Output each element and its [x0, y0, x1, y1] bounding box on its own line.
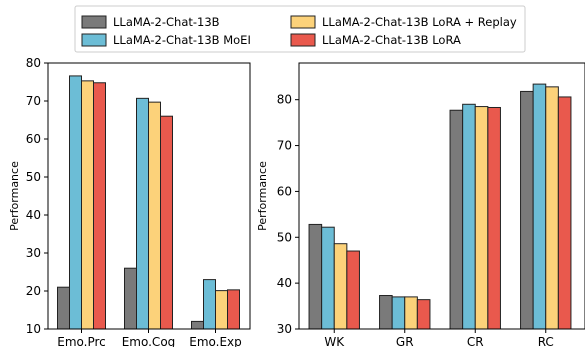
bar: [416, 299, 431, 330]
legend-label: LLaMA-2-Chat-13B MoEI: [113, 33, 251, 47]
legend-swatch: [290, 33, 316, 47]
x-tick-label: Emo.Exp: [189, 335, 242, 347]
chart-left: Emo.Prc Emo.Cog Emo.Exp 10 20 30 40 50 60 70 80 Per…: [8, 56, 251, 347]
y-axis-title: Performance: [8, 161, 21, 231]
bar: [227, 289, 240, 330]
plot-frame: [47, 62, 251, 330]
plot-frame: [298, 62, 585, 330]
legend-label: LLaMA-2-Chat-13B: [113, 15, 220, 29]
y-tick-label: 70: [277, 139, 292, 153]
bar: [215, 290, 228, 330]
bar: [124, 267, 137, 330]
legend-label: LLaMA-2-Chat-13B LoRA: [322, 33, 461, 47]
x-tick-label: Emo.Cog: [122, 335, 176, 347]
y-tick-label: 40: [26, 208, 41, 222]
x-tick-label: RC: [538, 335, 554, 347]
bar: [474, 106, 489, 330]
bar: [520, 90, 534, 330]
bar: [379, 295, 393, 330]
y-tick-label: 80: [26, 56, 41, 70]
legend-frame: [74, 5, 526, 53]
bar: [462, 103, 476, 330]
bar: [148, 101, 161, 330]
y-tick-label: 60: [26, 132, 41, 146]
bar: [160, 115, 173, 330]
bar: [57, 286, 70, 330]
bar: [532, 83, 547, 330]
y-tick-label: 30: [26, 246, 41, 260]
bar: [81, 80, 94, 330]
legend-swatch: [81, 33, 107, 47]
bar: [557, 96, 572, 330]
bar: [487, 106, 501, 330]
y-tick-label: 40: [277, 276, 292, 290]
bar: [93, 82, 106, 330]
bar: [449, 109, 464, 330]
bar: [203, 279, 216, 330]
bar: [136, 97, 149, 330]
legend-swatch: [81, 15, 107, 29]
y-tick-label: 60: [277, 184, 292, 198]
y-tick-label: 50: [277, 230, 292, 244]
y-tick-label: 10: [26, 322, 41, 336]
chart-right: WK GR CR RC 30 40 50 60 70 80 Performance: [256, 62, 585, 347]
y-tick-label: 80: [277, 93, 292, 107]
x-tick-label: GR: [396, 335, 414, 347]
x-tick-label: CR: [467, 335, 484, 347]
y-tick-label: 70: [26, 94, 41, 108]
legend-swatch: [290, 15, 316, 29]
y-tick-label: 50: [26, 170, 41, 184]
bar: [404, 296, 418, 330]
bar: [333, 243, 348, 330]
legend: LLaMA-2-Chat-13B LLaMA-2-Chat-13B MoEI LLa…: [74, 5, 526, 53]
y-tick-label: 20: [26, 284, 41, 298]
bar: [69, 75, 82, 330]
y-tick-label: 30: [277, 322, 292, 336]
legend-label: LLaMA-2-Chat-13B LoRA + Replay: [322, 15, 517, 29]
bar: [308, 223, 323, 330]
bar: [191, 320, 204, 330]
bar: [321, 226, 335, 330]
bar: [346, 250, 360, 330]
x-tick-label: WK: [324, 335, 345, 347]
bar: [391, 296, 406, 330]
bar: [545, 86, 559, 330]
y-axis-title: Performance: [256, 161, 269, 231]
x-tick-label: Emo.Prc: [57, 335, 106, 347]
